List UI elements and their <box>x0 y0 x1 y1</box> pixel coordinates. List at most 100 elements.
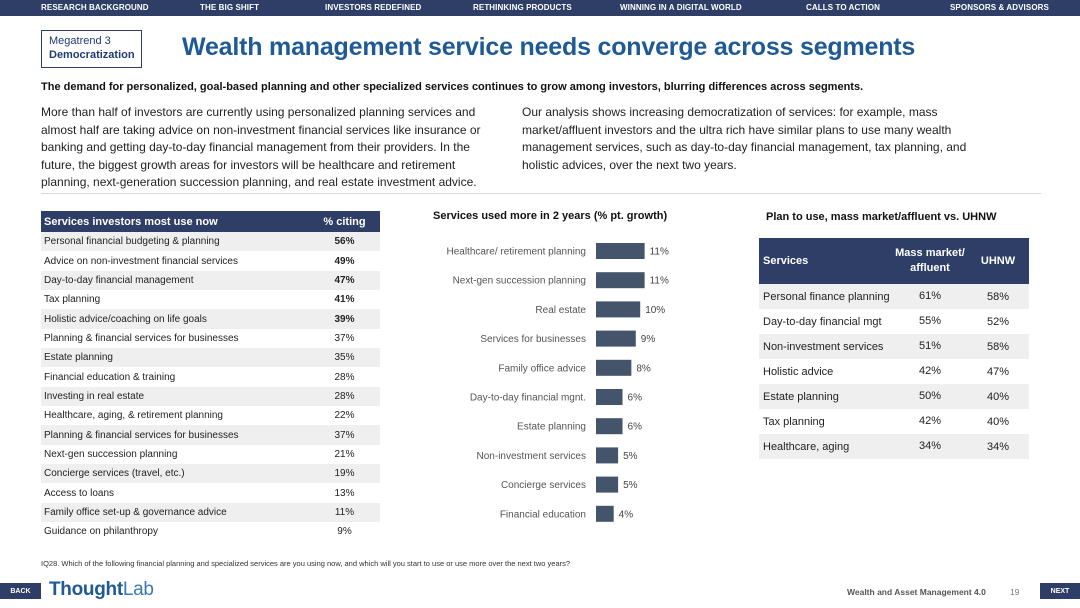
badge-megatrend-label: Megatrend 3 <box>49 35 111 47</box>
row-value: 41% <box>334 294 355 306</box>
table-row: Concierge services (travel, etc.) 19% <box>41 464 380 484</box>
row-mass: 34% <box>918 440 942 452</box>
chart-value-label: 5% <box>623 451 638 462</box>
chart-bar <box>596 389 623 405</box>
table-row: Day-to-day financial mgt 55% 52% <box>759 309 1029 334</box>
row-value: 37% <box>334 429 355 441</box>
row-label: Financial education & training <box>44 371 176 383</box>
header-mass-market: Mass market/ affluent <box>895 247 965 274</box>
divider <box>41 193 1041 194</box>
nav-rethinking-products[interactable]: RETHINKING PRODUCTS <box>473 3 572 12</box>
growth-bar-chart: Healthcare/ retirement planning 11% Next-g… <box>446 243 669 522</box>
nav-research-background[interactable]: RESEARCH BACKGROUND <box>41 3 149 12</box>
chart-category-label: Family office advice <box>498 363 586 374</box>
row-label: Personal financial budgeting & planning <box>44 236 220 248</box>
table-header: Services Mass market/ affluent UHNW <box>759 238 1029 284</box>
row-label: Next-gen succession planning <box>44 448 178 460</box>
row-mass: 42% <box>918 415 942 427</box>
chart-category-label: Next-gen succession planning <box>453 276 586 287</box>
page-number: 19 <box>1010 587 1020 597</box>
table-row: Healthcare, aging 34% 34% <box>759 434 1029 459</box>
row-value: 9% <box>337 526 352 538</box>
row-label: Advice on non-investment financial servi… <box>44 255 238 267</box>
report-name: Wealth and Asset Management 4.0 <box>847 587 986 597</box>
row-label: Healthcare, aging, & retirement planning <box>44 410 223 422</box>
row-value: 28% <box>334 390 355 402</box>
logo-text-thought: Thought <box>49 579 123 600</box>
nav-calls-to-action[interactable]: CALLS TO ACTION <box>806 3 880 12</box>
row-label: Investing in real estate <box>44 390 145 402</box>
megatrend-badge: Megatrend 3 Democratization <box>41 30 142 68</box>
row-label: Healthcare, aging <box>763 440 850 453</box>
chart-value-label: 10% <box>645 305 665 316</box>
thoughtlab-logo[interactable]: ThoughtLab <box>49 579 154 601</box>
row-uhnw: 58% <box>986 290 1010 303</box>
nav-winning-digital[interactable]: WINNING IN A DIGITAL WORLD <box>620 3 742 12</box>
chart-value-label: 11% <box>650 247 669 258</box>
row-value: 56% <box>334 236 355 248</box>
row-uhnw: 40% <box>986 390 1010 403</box>
row-value: 35% <box>334 352 355 364</box>
nav-investors-redefined[interactable]: INVESTORS REDEFINED <box>325 3 422 12</box>
table-row: Planning & financial services for busine… <box>41 329 380 348</box>
back-button[interactable]: BACK <box>0 583 41 599</box>
row-label: Holistic advice/coaching on life goals <box>44 313 207 325</box>
header-services: Services investors most use now <box>44 215 218 228</box>
row-label: Guidance on philanthropy <box>44 526 158 538</box>
table-row: Access to loans 13% <box>41 483 380 502</box>
chart-category-label: Financial education <box>500 509 586 520</box>
row-uhnw: 34% <box>986 440 1010 453</box>
row-value: 37% <box>334 332 355 344</box>
row-value: 49% <box>334 255 355 267</box>
row-label: Planning & financial services for busine… <box>44 429 239 441</box>
chart-bar <box>596 359 632 376</box>
row-mass: 51% <box>918 340 942 352</box>
row-uhnw: 58% <box>986 340 1010 353</box>
table-row: Holistic advice/coaching on life goals 39… <box>41 309 380 329</box>
row-value: 39% <box>334 313 355 325</box>
row-label: Personal finance planning <box>763 290 890 303</box>
row-label: Concierge services (travel, etc.) <box>44 468 185 480</box>
table-row: Holistic advice 42% 47% <box>759 359 1029 384</box>
chart-bar <box>596 418 623 435</box>
top-nav: RESEARCH BACKGROUND THE BIG SHIFT INVEST… <box>0 0 1080 16</box>
nav-the-big-shift[interactable]: THE BIG SHIFT <box>200 3 260 12</box>
chart-bar <box>596 272 645 289</box>
row-label: Day-to-day financial management <box>44 274 194 286</box>
services-used-now-table: Services investors most use now % citing… <box>41 211 380 542</box>
segment-comparison-table: Services Mass market/ affluent UHNW Pers… <box>759 238 1029 459</box>
table-row: Tax planning 41% <box>41 290 380 309</box>
row-uhnw: 47% <box>986 365 1010 378</box>
row-label: Non-investment services <box>763 340 884 353</box>
page-title: Wealth management service needs converge… <box>182 33 916 61</box>
header-percent-citing: % citing <box>323 215 366 228</box>
chart-category-label: Real estate <box>535 305 586 316</box>
badge-democratization-label: Democratization <box>49 49 135 61</box>
row-value: 13% <box>334 487 355 499</box>
chart-bar <box>596 243 645 259</box>
intro-paragraph-right: Our analysis shows increasing democratiz… <box>522 105 967 172</box>
row-value: 47% <box>334 274 355 286</box>
row-mass: 55% <box>918 315 942 327</box>
table-row: Advice on non-investment financial servi… <box>41 251 380 270</box>
nav-sponsors-advisors[interactable]: SPONSORS & ADVISORS <box>950 3 1049 12</box>
table-row: Tax planning 42% 40% <box>759 409 1029 434</box>
table-row: Day-to-day financial management 47% <box>41 270 380 291</box>
row-value: 22% <box>334 410 355 422</box>
chart-bar <box>596 301 641 318</box>
row-label: Family office set-up & governance advice <box>44 506 227 518</box>
chart-category-label: Day-to-day financial mgnt. <box>470 393 586 404</box>
row-label: Day-to-day financial mgt <box>763 315 882 328</box>
row-label: Holistic advice <box>763 365 834 378</box>
chart-bar <box>596 330 636 347</box>
next-button[interactable]: NEXT <box>1040 583 1080 599</box>
chart-value-label: 6% <box>628 393 643 404</box>
row-uhnw: 40% <box>986 415 1010 428</box>
table-row: Investing in real estate 28% <box>41 386 380 407</box>
chart-category-label: Services for businesses <box>480 334 586 345</box>
logo-text-lab: Lab <box>122 579 154 600</box>
chart-value-label: 8% <box>636 363 651 374</box>
row-mass: 50% <box>918 390 942 402</box>
row-mass: 42% <box>918 365 942 377</box>
survey-footnote: IQ28. Which of the following financial p… <box>41 559 571 568</box>
